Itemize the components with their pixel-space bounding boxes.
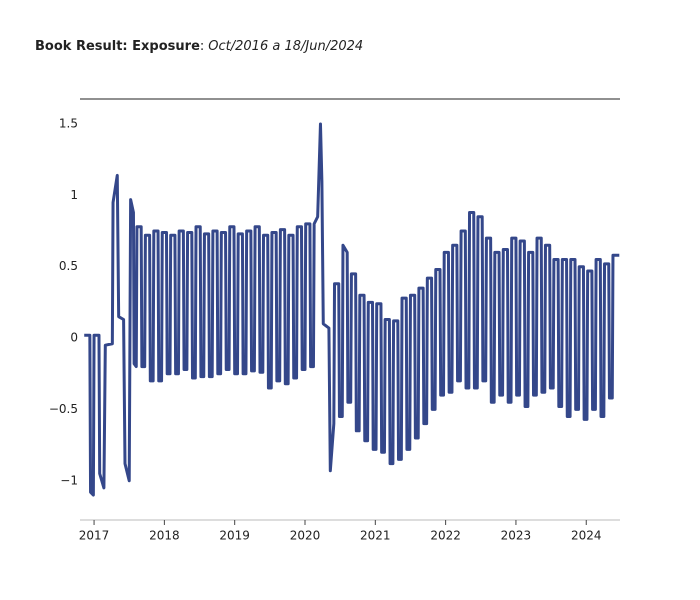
y-tick-label: 1.5 bbox=[59, 116, 78, 130]
x-tick-label: 2024 bbox=[571, 529, 602, 543]
title-main: Book Result: Exposure bbox=[35, 39, 200, 54]
x-tick-label: 2019 bbox=[219, 529, 250, 543]
x-tick-label: 2023 bbox=[501, 529, 532, 543]
chart-title: Book Result: Exposure: Oct/2016 a 18/Jun/… bbox=[35, 39, 363, 54]
x-tick-label: 2020 bbox=[290, 529, 321, 543]
x-tick-label: 2021 bbox=[360, 529, 391, 543]
y-tick-label: 0 bbox=[70, 331, 78, 345]
x-tick-label: 2017 bbox=[79, 529, 110, 543]
y-tick-label: 0.5 bbox=[59, 259, 78, 273]
y-tick-label: −0.5 bbox=[49, 402, 78, 416]
title-range: Oct/2016 a 18/Jun/2024 bbox=[208, 39, 363, 54]
y-tick-label: 1 bbox=[70, 188, 78, 202]
x-tick-label: 2022 bbox=[430, 529, 461, 543]
exposure-line bbox=[84, 122, 620, 497]
y-tick-label: −1 bbox=[60, 473, 78, 487]
x-tick-label: 2018 bbox=[149, 529, 180, 543]
title-separator: : bbox=[200, 39, 204, 54]
